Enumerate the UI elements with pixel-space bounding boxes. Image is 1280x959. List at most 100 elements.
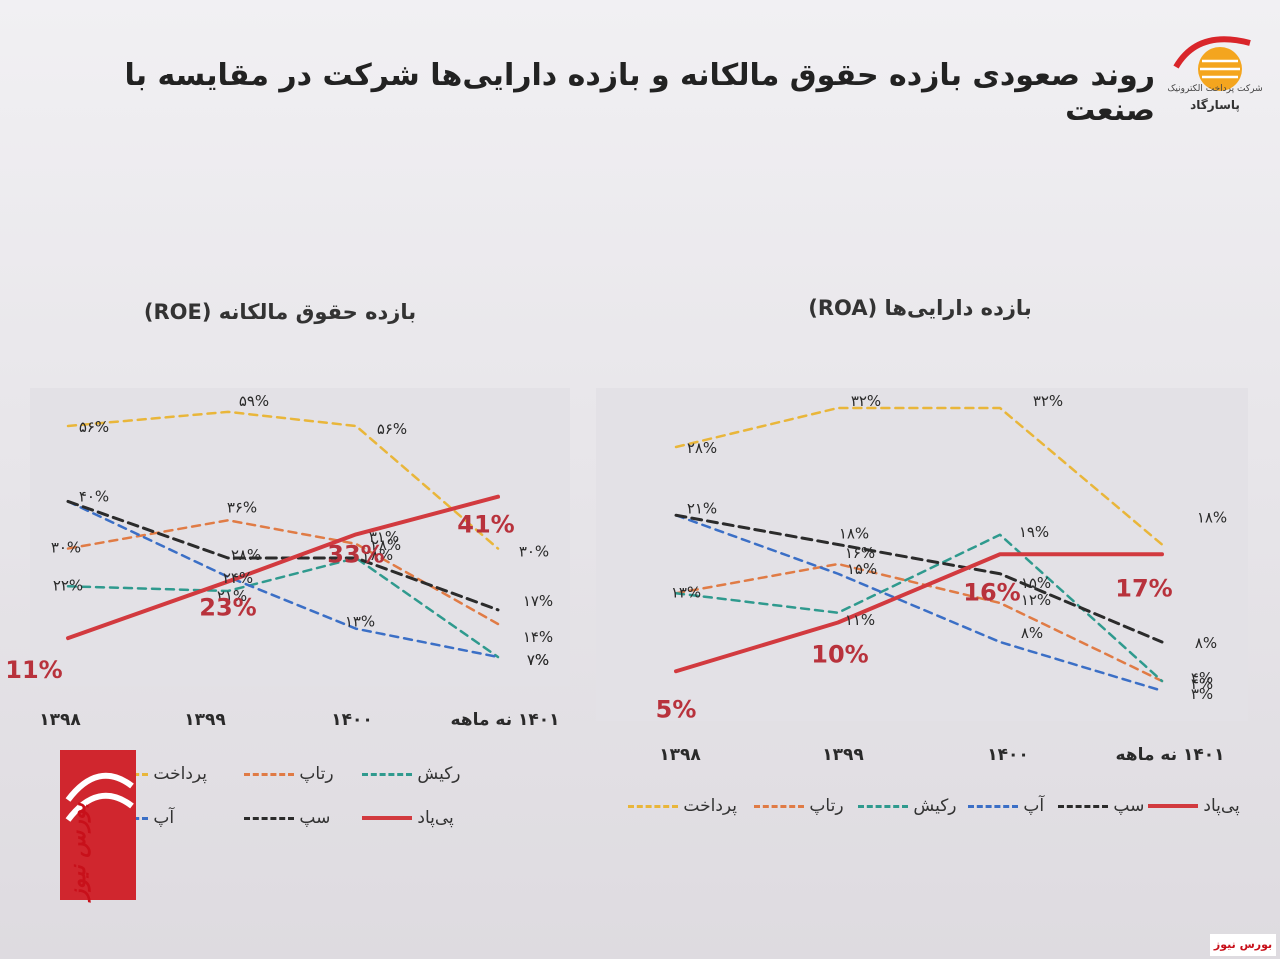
roe-legend-item-peypad: پی‌پاد [354, 808, 454, 828]
logo-arc-red [1173, 36, 1251, 69]
roa-data-label-peypad: 17% [1115, 574, 1172, 602]
roe-data-label-ap: ۷% [527, 651, 549, 669]
roa-data-label-peypad: 5% [656, 695, 697, 723]
watermark-logo [60, 750, 136, 900]
roe-data-label-sap: ۲۸% [371, 536, 401, 554]
roa-data-label-rakish: ۱۹% [1019, 523, 1049, 541]
roa-legend-swatch-rotap [754, 804, 804, 808]
roe-legend-label-ap: آپ [153, 808, 175, 828]
watermark-arc-2 [65, 792, 134, 822]
roe-data-label-pardakht: ۵۶% [377, 420, 407, 438]
roa-x-tick-label: ۱۴۰۰ [987, 745, 1029, 765]
roe-series-line-rotap [66, 519, 500, 626]
roa-data-label-ap: ۱۵% [847, 560, 877, 578]
roe-series-line-sap [66, 499, 500, 612]
roe-legend-swatch-peypad [362, 816, 412, 820]
roa-data-label-pardakht: ۲۸% [687, 439, 717, 457]
roe-legend-item-rotap: رتاپ [236, 764, 334, 784]
roe-data-label-rotap: ۳۰% [51, 539, 81, 557]
roe-data-label-rakish: ۲۸% [363, 546, 393, 564]
roa-legend-item-ap: آپ [960, 796, 1044, 816]
roa-data-label-ap: ۸% [1021, 624, 1043, 642]
roe-panel-background [30, 388, 570, 686]
roa-data-label-sap: ۲۱% [687, 499, 717, 517]
roe-chart-title: بازده حقوق مالکانه (ROE) [143, 300, 417, 324]
roa-series-line-sap [674, 513, 1164, 644]
roe-legend-item-rakish: رکیش [354, 764, 461, 784]
roa-data-label-pardakht: ۱۸% [1197, 509, 1227, 527]
roe-data-label-rotap: ۳۱% [369, 528, 399, 546]
roa-series-line-peypad [674, 552, 1164, 674]
roe-x-tick-label: ۱۴۰۰ [331, 710, 373, 730]
roe-data-label-sap: ۲۸% [231, 546, 261, 564]
roa-data-label-ap: ۳% [1191, 685, 1213, 703]
roa-legend-item-sap: سپ [1050, 796, 1144, 816]
watermark-arc-1 [65, 772, 134, 802]
roe-series-line-rakish [66, 556, 500, 659]
roe-data-label-sap: ۴۰% [79, 487, 109, 505]
roa-data-label-sap: ۱۸% [839, 525, 869, 543]
logo-brand: پاسارگاد [1190, 98, 1240, 112]
roa-series-line-pardakht [674, 406, 1164, 546]
roa-legend-swatch-ap [968, 804, 1018, 808]
roa-legend-label-sap: سپ [1113, 796, 1145, 816]
roa-data-label-rotap: ۱۳% [671, 583, 701, 601]
roe-legend-swatch-rotap [244, 772, 294, 776]
roa-data-label-rakish: ۱۱% [845, 611, 875, 629]
roa-data-label-pardakht: ۳۲% [851, 392, 881, 410]
page-title: روند صعودی بازده حقوق مالکانه و بازده دا… [124, 58, 1156, 128]
roe-legend-label-rakish: رکیش [417, 764, 461, 784]
roa-legend-swatch-peypad [1148, 804, 1198, 808]
roa-data-label-rakish: ۴% [1191, 675, 1213, 693]
roa-data-label-sap: ۱۵% [1021, 574, 1051, 592]
roe-data-label-rakish: ۲۲% [53, 576, 83, 594]
logo-globe-stripes [1200, 59, 1240, 79]
roe-data-label-ap: ۱۳% [345, 613, 375, 631]
roa-data-label-rotap: ۱۶% [845, 544, 875, 562]
roa-series-line-ap [674, 514, 1164, 692]
roe-legend-swatch-sap [244, 816, 294, 820]
roe-data-label-peypad: 23% [199, 594, 256, 622]
roe-legend-label-sap: سپ [299, 808, 331, 828]
roa-legend-item-rakish: رکیش [850, 796, 957, 816]
roa-x-tick-label: ۱۴۰۱ نه ماهه [1115, 745, 1224, 765]
roa-data-label-rotap: ۴% [1191, 669, 1213, 687]
roe-data-label-rakish: ۷% [527, 651, 549, 669]
roe-legend-label-rotap: رتاپ [299, 764, 334, 784]
roe-legend-swatch-rakish [362, 772, 412, 776]
roa-legend-label-peypad: پی‌پاد [1203, 796, 1240, 816]
roe-data-label-peypad: 33% [327, 540, 384, 568]
roe-x-tick-label: ۱۳۹۹ [184, 710, 226, 730]
roe-series-line-ap [66, 500, 500, 659]
roa-series-line-rotap [674, 562, 1164, 683]
roe-series-line-peypad [66, 494, 500, 641]
roe-data-label-pardakht: ۳۰% [519, 543, 549, 561]
roe-data-label-pardakht: ۵۶% [79, 418, 109, 436]
roa-data-label-peypad: 10% [811, 641, 868, 669]
roa-chart-title: بازده دارایی‌ها (ROA) [808, 296, 1032, 320]
roe-data-label-sap: ۱۷% [523, 592, 553, 610]
company-logo [1173, 36, 1251, 91]
roe-data-label-rotap: ۳۶% [227, 498, 257, 516]
roa-x-tick-label: ۱۳۹۹ [822, 745, 864, 765]
roa-legend-label-rakish: رکیش [913, 796, 957, 816]
roe-x-tick-label: ۱۳۹۸ [39, 710, 81, 730]
roe-data-label-rotap: ۱۴% [523, 628, 553, 646]
roe-data-label-peypad: 11% [5, 656, 62, 684]
roa-legend-item-pardakht: پرداخت [620, 796, 737, 816]
roa-legend-swatch-pardakht [628, 804, 678, 808]
roa-x-tick-label: ۱۳۹۸ [659, 745, 701, 765]
roa-data-label-sap: ۸% [1195, 634, 1217, 652]
roe-data-label-peypad: 41% [457, 511, 514, 539]
roe-data-label-rakish: ۲۱% [217, 587, 247, 605]
roa-data-label-pardakht: ۳۲% [1033, 392, 1063, 410]
roa-legend-item-rotap: رتاپ [746, 796, 844, 816]
roa-legend-swatch-rakish [858, 804, 908, 808]
watermark-text: بورس نیوز [66, 802, 91, 900]
roe-legend-item-sap: سپ [236, 808, 330, 828]
roe-legend-label-peypad: پی‌پاد [417, 808, 454, 828]
logo-caption: شرکت پرداخت الکترونیک [1167, 84, 1263, 94]
roe-data-label-pardakht: ۵۹% [239, 392, 269, 410]
roa-legend-label-rotap: رتاپ [809, 796, 844, 816]
